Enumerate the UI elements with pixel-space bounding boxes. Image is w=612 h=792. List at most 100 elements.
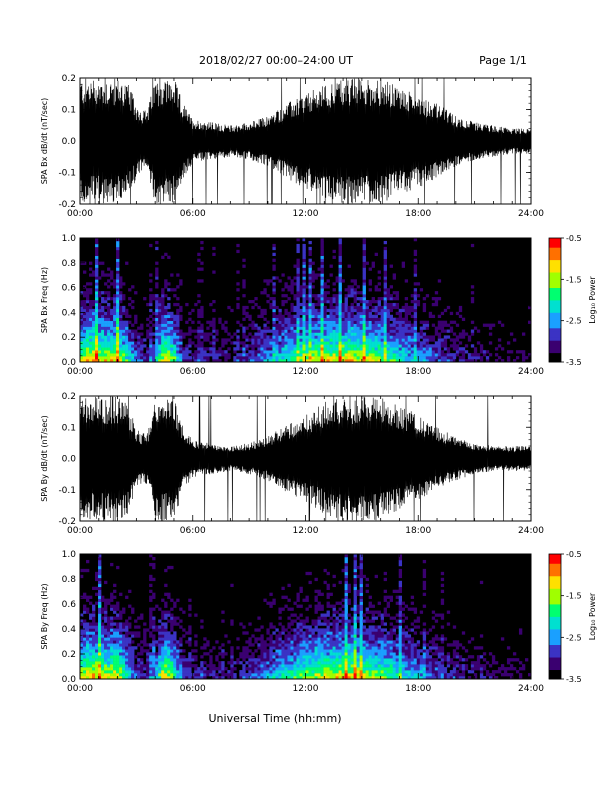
spectrogram-cell [323,332,327,336]
spectrogram-cell [380,338,384,342]
spectrogram-cell [128,341,132,345]
spectrogram-cell [386,314,390,319]
spectrogram-cell [242,308,246,313]
spectrogram-cell [128,673,132,677]
spectrogram-cell [344,317,348,321]
spectrogram-cell [116,353,120,357]
spectrogram-cell [107,311,111,316]
spectrogram-cell [395,317,400,321]
spectrogram-cell [185,302,189,307]
spectrogram-cell [296,667,300,671]
spectrogram-cell [251,673,255,677]
spectrogram-cell [119,323,123,327]
spectrogram-cell [143,676,147,680]
spectrogram-cell [164,622,168,626]
spectrogram-cell [263,646,267,650]
spectrogram-cell [251,353,255,357]
spectrogram-cell [395,353,400,357]
spectrogram-cell [167,282,171,286]
spectrogram-cell [131,359,135,363]
colorbar-tick-label: -0.5 [566,234,582,243]
spectrogram-cell [119,356,123,360]
spectrogram-cell [119,658,123,662]
spectrogram-cell [320,335,324,339]
spectrogram-cell [302,676,306,680]
spectrogram-cell [404,338,409,342]
spectrogram-cell [83,323,87,327]
spectrogram-cell [173,294,177,298]
spectrogram-cell [422,305,427,310]
spectrogram-cell [452,341,457,345]
spectrogram-cell [254,323,258,327]
spectrogram-cell [260,314,264,319]
spectrogram-cell [95,285,99,289]
spectrogram-cell [182,634,186,638]
spectrogram-cell [515,350,520,354]
spectrogram-cell [164,640,168,644]
spectrogram-cell [236,282,240,286]
spectrogram-cell [392,353,396,357]
spectrogram-cell [170,344,174,348]
spectrogram-cell [128,649,132,653]
spectrogram-cell [371,619,375,623]
spectrogram-cell [296,338,300,342]
spectrogram-cell [125,640,129,644]
spectrogram-cell [335,652,339,656]
spectrogram-cell [371,610,375,614]
spectrogram-cell [374,338,378,342]
spectrogram-cell [293,640,297,644]
spectrogram-cell [170,347,174,351]
spectrogram-cell [314,598,318,602]
spectrogram-cell [83,261,87,265]
spectrogram-cell [116,288,120,292]
spectrogram-cell [146,359,150,363]
spectrogram-cell [131,335,135,339]
spectrogram-cell [194,335,198,339]
spectrogram-cell [197,353,201,357]
spectrogram-cell [113,646,117,650]
spectrogram-cell [113,326,117,330]
spectrogram-cell [257,673,261,677]
spectrogram-cell [122,628,126,632]
spectrogram-cell [416,300,421,304]
spectrogram-cell [161,634,165,638]
spectrogram-cell [278,667,282,671]
spectrogram-cell [284,332,288,336]
spectrogram-cell [434,329,439,333]
spectrogram-cell [368,604,372,608]
spectrogram-cell [95,637,99,641]
spectrogram-cell [353,308,357,313]
spectrogram-cell [170,273,174,277]
spectrogram-cell [113,350,117,354]
spectrogram-cell [347,583,351,588]
spectrogram-cell [242,649,246,653]
spectrogram-cell [389,649,393,653]
spectrogram-cell [275,347,279,351]
spectrogram-cell [248,676,252,680]
spectrogram-cell [134,329,138,333]
spectrogram-cell [281,586,285,591]
spectrogram-cell [161,359,165,363]
spectrogram-cell [149,583,153,588]
spectrogram-cell [431,323,436,327]
spectrogram-cell [368,658,372,662]
spectrogram-cell [353,637,357,641]
spectrogram-cell [95,673,99,677]
spectrogram-cell [380,655,384,659]
spectrogram-cell [347,323,351,327]
spectrogram-cell [293,643,297,647]
spectrogram-cell [116,264,120,268]
spectrogram-cell [122,282,126,286]
spectrogram-cell [173,302,177,307]
spectrogram-cell [383,270,387,274]
spectrogram-cell [161,317,165,321]
spectrogram-cell [389,297,393,301]
spectrogram-cell [365,350,369,354]
spectrogram-cell [131,332,135,336]
spectrogram-cell [479,347,484,351]
spectrogram-cell [416,344,421,348]
spectrogram-cell [272,300,276,304]
spectrogram-cell [206,643,210,647]
spectrogram-cell [335,344,339,348]
spectrogram-cell [83,300,87,304]
